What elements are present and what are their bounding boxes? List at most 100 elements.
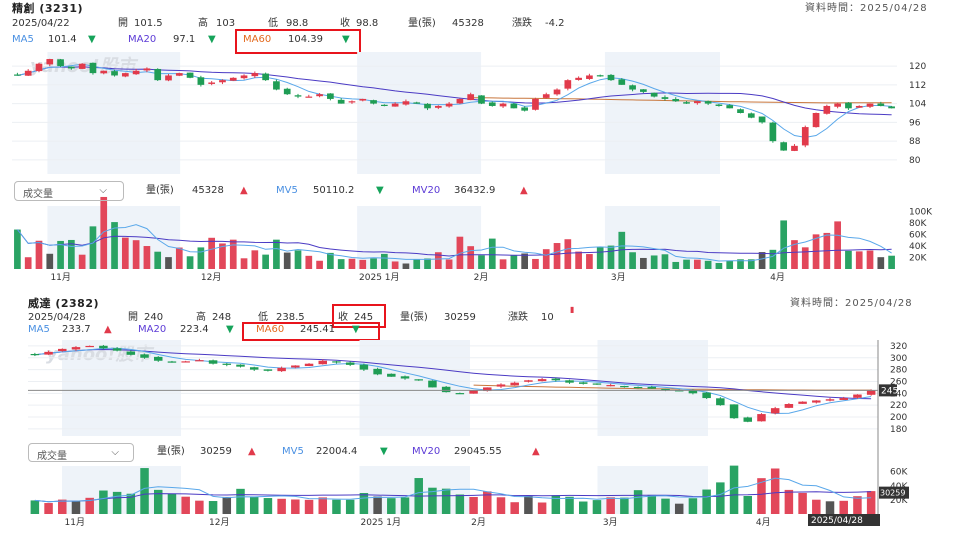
chart1-volume-bar	[478, 255, 485, 269]
chart2-volume-bar	[784, 489, 794, 514]
chart1-candle	[348, 101, 356, 103]
chart2-ma20-label: MA20	[138, 324, 167, 335]
chart1-volume-bar	[586, 254, 593, 269]
chart1-volume-bar	[553, 243, 561, 269]
chart2-volume-bar	[304, 499, 314, 514]
chart1-candle	[24, 70, 32, 76]
chart1-candle	[445, 103, 453, 107]
chart2-candle	[757, 414, 766, 422]
chart2-date-tag: 2025/04/28	[811, 516, 863, 526]
chart1-candle	[478, 95, 485, 104]
chart1-candle	[14, 74, 21, 76]
chart2-candle	[167, 361, 177, 363]
chart1-vol: 45328	[452, 18, 484, 29]
chart2-volume-bar	[400, 497, 410, 514]
chart1-candle	[57, 59, 64, 67]
chart1-candle	[877, 103, 885, 106]
chart2-volume-bar	[181, 496, 190, 514]
chart1-mv20-up-icon: ▲	[520, 185, 528, 196]
chart1-candle	[499, 103, 507, 107]
chart2-y-tick: 240	[890, 389, 907, 399]
chart1-low-label: 低	[268, 18, 278, 29]
chart1-ma20-line	[17, 66, 892, 116]
chart2-x-tick: 3月	[603, 517, 618, 528]
chart1-volume-bar	[467, 246, 475, 269]
chart1-ma5: 101.4	[48, 34, 77, 45]
chart2-volume-bar	[551, 495, 561, 514]
chart2-volume-select[interactable]: 成交量 ⌵	[28, 443, 134, 462]
chart2-high-label: 高	[196, 312, 206, 323]
chart2-candle	[729, 404, 739, 419]
chart2-candle	[620, 385, 629, 388]
chart1-candle	[791, 145, 798, 151]
chart2-volume-bar	[208, 501, 218, 514]
chart1-candle	[381, 104, 388, 107]
chart1-candle	[456, 98, 464, 104]
chart2-volume-bar	[578, 501, 588, 514]
chart2-ma5: 233.7	[62, 324, 91, 335]
chart2-volume-bar	[592, 500, 602, 514]
chart1-volume-bar	[510, 255, 518, 269]
chart1-volume-select[interactable]: 成交量 ⌵	[14, 181, 124, 201]
chart1-candle	[661, 97, 669, 99]
chart2-band	[359, 340, 470, 436]
chart1-candle	[726, 105, 734, 109]
chart1-low: 98.8	[286, 18, 309, 29]
chart1-candle	[510, 103, 518, 109]
chart1-candle	[758, 116, 766, 123]
chart2-candle	[578, 382, 588, 384]
chart2-candle	[58, 348, 67, 352]
chart2-volume-bar	[153, 489, 163, 514]
chart1-volume-bar	[305, 255, 313, 269]
chart2-volume-bar	[825, 501, 835, 514]
chart1-ma60-line	[470, 97, 892, 104]
chart1-open: 101.5	[134, 18, 163, 29]
chart2-ma20-down-icon: ▼	[226, 324, 234, 335]
chart1-candle	[564, 80, 572, 89]
chart1-candle	[618, 79, 626, 85]
chart1-x-tick: 3月	[611, 272, 626, 283]
chart1-candle	[801, 127, 809, 146]
chart2-volume-bar	[222, 496, 232, 514]
chart1-volume-bar	[629, 252, 636, 269]
chart2-open: 240	[144, 312, 164, 323]
chart2-candle	[743, 417, 753, 422]
chart1-candle	[607, 74, 615, 81]
chart1-candle	[834, 103, 841, 107]
chart1-volume-bar	[143, 246, 151, 269]
chart1-volume-bar	[219, 243, 226, 269]
chart2-candle	[373, 368, 382, 375]
chart2-candle	[647, 386, 657, 389]
chart1-candle	[672, 99, 680, 102]
chart2-volume-bar	[743, 495, 753, 514]
chart2-chg-label: 漲跌	[508, 312, 528, 323]
chart2-candle	[441, 386, 451, 393]
chart2-candle	[304, 363, 314, 367]
chart1-volume-bar	[434, 252, 442, 269]
chart1-volume-bar	[294, 250, 302, 269]
chart2-volume-bar	[71, 501, 81, 514]
chart2-volume-bar	[633, 490, 643, 514]
chart2-candle	[85, 345, 94, 348]
chart2-volume-bar	[441, 488, 451, 514]
chart1-candle	[812, 113, 820, 128]
chart1-candle	[143, 68, 151, 71]
chart2-candle	[44, 351, 53, 355]
chart2-volume-bar	[866, 491, 876, 514]
chart2-candle	[661, 388, 670, 391]
chart1-volume-bar	[186, 256, 194, 269]
chart1-y-tick: 104	[909, 100, 926, 110]
chart1-volume-bar	[607, 245, 615, 269]
chart2-candle	[99, 345, 108, 349]
chart1-ma60-down-icon: ▼	[342, 34, 350, 45]
chart1-candle	[175, 73, 183, 76]
chart2-candle	[688, 390, 698, 394]
chart1-candle	[132, 70, 140, 75]
chart1-volume-bar	[402, 263, 410, 269]
chart2-volume-bar	[483, 491, 492, 514]
chart2-price-tag: 245	[881, 386, 898, 396]
chart1-volume-bar	[370, 258, 377, 269]
chart1-volume-bar	[726, 260, 734, 269]
chevron-down-icon: ⌵	[111, 447, 119, 458]
chart1-volume-bar	[240, 258, 248, 269]
